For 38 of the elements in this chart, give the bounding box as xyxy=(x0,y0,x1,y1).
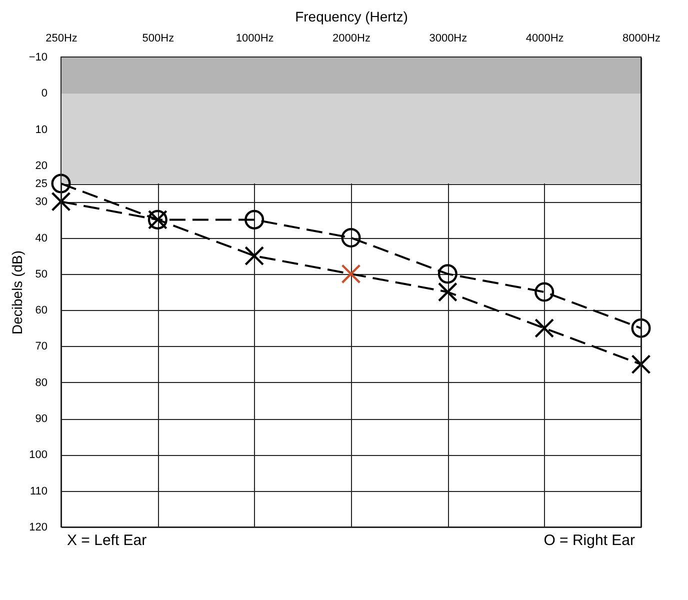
x-tick-label: 1000Hz xyxy=(236,32,274,44)
y-tick-label: 10 xyxy=(35,124,48,136)
point xyxy=(534,282,554,302)
y-tick-label: 30 xyxy=(35,196,48,208)
y-tick-label: 0 xyxy=(41,88,48,100)
y-tick-label: 90 xyxy=(35,413,48,426)
point xyxy=(534,318,554,338)
point xyxy=(244,210,264,230)
x-tick-label: 2000Hz xyxy=(332,32,370,44)
text: X = Left Ear xyxy=(67,532,147,549)
y-tick-label: 20 xyxy=(35,160,48,172)
y-axis-title: Decibels (dB) xyxy=(8,250,25,335)
y-tick-label: 110 xyxy=(30,485,48,498)
point xyxy=(631,354,651,374)
y-tick-label: 50 xyxy=(35,268,48,280)
y-tick-label: −10 xyxy=(28,52,48,64)
point xyxy=(438,282,458,302)
point xyxy=(51,192,71,212)
y-tick-label: 25 xyxy=(35,178,48,190)
y-tick-label: 40 xyxy=(35,232,48,244)
y-tick-label: 60 xyxy=(35,304,48,317)
point xyxy=(631,318,651,338)
x-tick-label: 8000Hz xyxy=(622,32,660,44)
point xyxy=(341,264,361,284)
y-tick-label: 100 xyxy=(29,449,48,462)
x-tick-label: 3000Hz xyxy=(429,32,468,44)
x-tick-label: 4000Hz xyxy=(526,32,564,44)
point xyxy=(341,228,361,248)
point xyxy=(438,264,458,284)
text: O = Right Ear xyxy=(544,532,635,549)
x-tick-label: 500Hz xyxy=(142,32,174,44)
y-tick-label: 70 xyxy=(35,340,48,353)
y-tick-label: 80 xyxy=(35,376,48,389)
x-axis-title: Frequency (Hertz) xyxy=(295,8,408,24)
y-tick-label: 120 xyxy=(29,522,48,534)
point xyxy=(51,174,71,194)
point xyxy=(244,246,264,266)
x-tick-label: 250Hz xyxy=(46,32,78,44)
